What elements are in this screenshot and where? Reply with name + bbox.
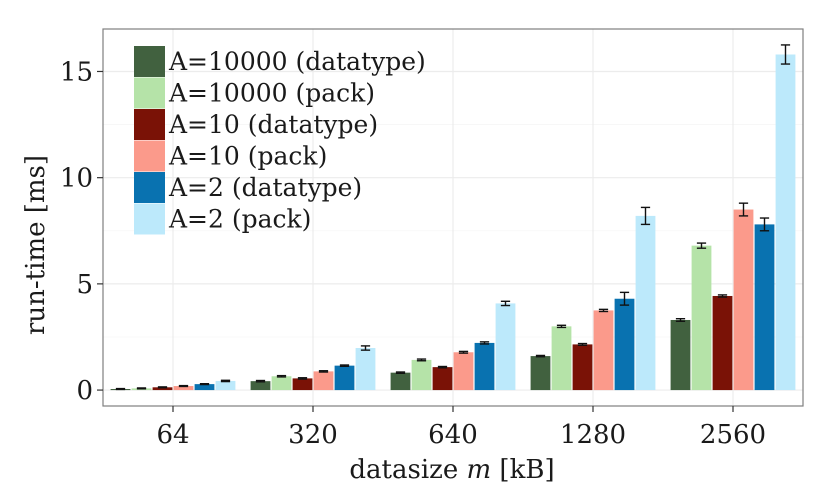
error-bar: [717, 294, 728, 298]
error-bar: [178, 384, 189, 388]
x-tick-label: 640: [428, 420, 478, 450]
x-axis-title-variable: m: [467, 455, 492, 485]
error-bar: [297, 377, 308, 380]
bar: [775, 54, 796, 391]
bar: [313, 371, 334, 391]
legend-item: A=10 (pack): [134, 140, 327, 172]
error-bar: [738, 202, 749, 217]
y-tick-label: 5: [76, 270, 93, 300]
legend-label: A=10000 (pack): [168, 79, 375, 108]
bar: [474, 342, 495, 391]
bar: [733, 209, 754, 391]
legend-label: A=10000 (datatype): [168, 47, 426, 76]
y-axis-title: run-time [ms]: [21, 155, 51, 335]
legend-label: A=2 (datatype): [168, 173, 362, 202]
error-bar: [339, 364, 350, 367]
bar: [495, 303, 516, 391]
bar: [754, 224, 775, 391]
error-bar: [577, 342, 588, 346]
error-bar: [157, 386, 168, 389]
x-axis-title: datasize m [kB]: [349, 455, 554, 485]
bar: [530, 356, 551, 391]
error-bar: [136, 387, 147, 390]
x-axis-title-suffix: [kB]: [491, 455, 554, 485]
legend-item: A=10 (datatype): [134, 109, 378, 140]
x-axis-ticks: 64 320 640 1280 2560: [156, 406, 766, 450]
legend-swatch: [134, 203, 165, 235]
error-bar: [759, 217, 770, 232]
error-bar: [696, 242, 707, 249]
bar: [635, 215, 656, 391]
bar: [712, 295, 733, 391]
legend-label: A=10 (datatype): [168, 110, 378, 139]
error-bar: [556, 324, 567, 329]
bar: [551, 326, 572, 391]
bar: [593, 310, 614, 391]
x-tick-label: 64: [156, 420, 189, 450]
bar: [390, 372, 411, 391]
error-bar: [318, 370, 329, 373]
x-tick-label: 1280: [560, 420, 626, 450]
legend-item: A=2 (pack): [134, 203, 311, 235]
error-bar: [535, 354, 546, 358]
legend-swatch: [134, 172, 165, 203]
bar: [670, 319, 691, 391]
legend-swatch: [134, 77, 165, 109]
legend-item: A=10000 (datatype): [134, 46, 426, 77]
bar: [292, 378, 313, 391]
x-tick-label: 320: [288, 420, 338, 450]
error-bar: [199, 382, 210, 386]
error-bar: [640, 206, 651, 226]
bar: [453, 352, 474, 391]
error-bar: [395, 371, 406, 374]
y-tick-label: 0: [76, 376, 93, 406]
bar: [614, 298, 635, 391]
error-bar: [458, 350, 469, 354]
error-bar: [115, 387, 126, 391]
error-bars: [115, 44, 791, 391]
legend-item: A=2 (datatype): [134, 172, 362, 203]
error-bar: [675, 318, 686, 322]
bar: [194, 384, 215, 391]
legend-swatch: [134, 140, 165, 172]
error-bar: [598, 308, 609, 313]
error-bar: [780, 44, 791, 65]
y-tick-label: 15: [60, 57, 93, 87]
bar: [334, 365, 355, 391]
legend-swatch: [134, 46, 165, 77]
bar: [271, 376, 292, 391]
bar: [411, 359, 432, 391]
x-tick-label: 2560: [700, 420, 766, 450]
bar: [173, 386, 194, 391]
bar: [152, 387, 173, 391]
legend-label: A=10 (pack): [168, 142, 327, 171]
legend-label: A=2 (pack): [168, 205, 311, 234]
error-bar: [255, 379, 266, 383]
legend-swatch: [134, 109, 165, 140]
error-bar: [500, 300, 511, 307]
y-axis-ticks: 0 5 10 15: [60, 57, 103, 406]
error-bar: [360, 345, 371, 351]
bar: [572, 344, 593, 391]
error-bar: [437, 365, 448, 369]
error-bar: [276, 374, 287, 378]
error-bar: [479, 341, 490, 345]
bars: [110, 54, 796, 391]
bar: [215, 380, 236, 391]
bar: [432, 367, 453, 391]
bar: [250, 381, 271, 391]
y-tick-label: 10: [60, 164, 93, 194]
bar: [355, 348, 376, 391]
x-axis-title-prefix: datasize: [349, 455, 466, 485]
error-bar: [220, 379, 231, 383]
legend: A=10000 (datatype) A=10000 (pack)A=10 (da…: [134, 46, 426, 235]
error-bar: [416, 358, 427, 362]
bar: [691, 245, 712, 391]
legend-item: A=10000 (pack): [134, 77, 375, 109]
error-bar: [619, 291, 630, 306]
